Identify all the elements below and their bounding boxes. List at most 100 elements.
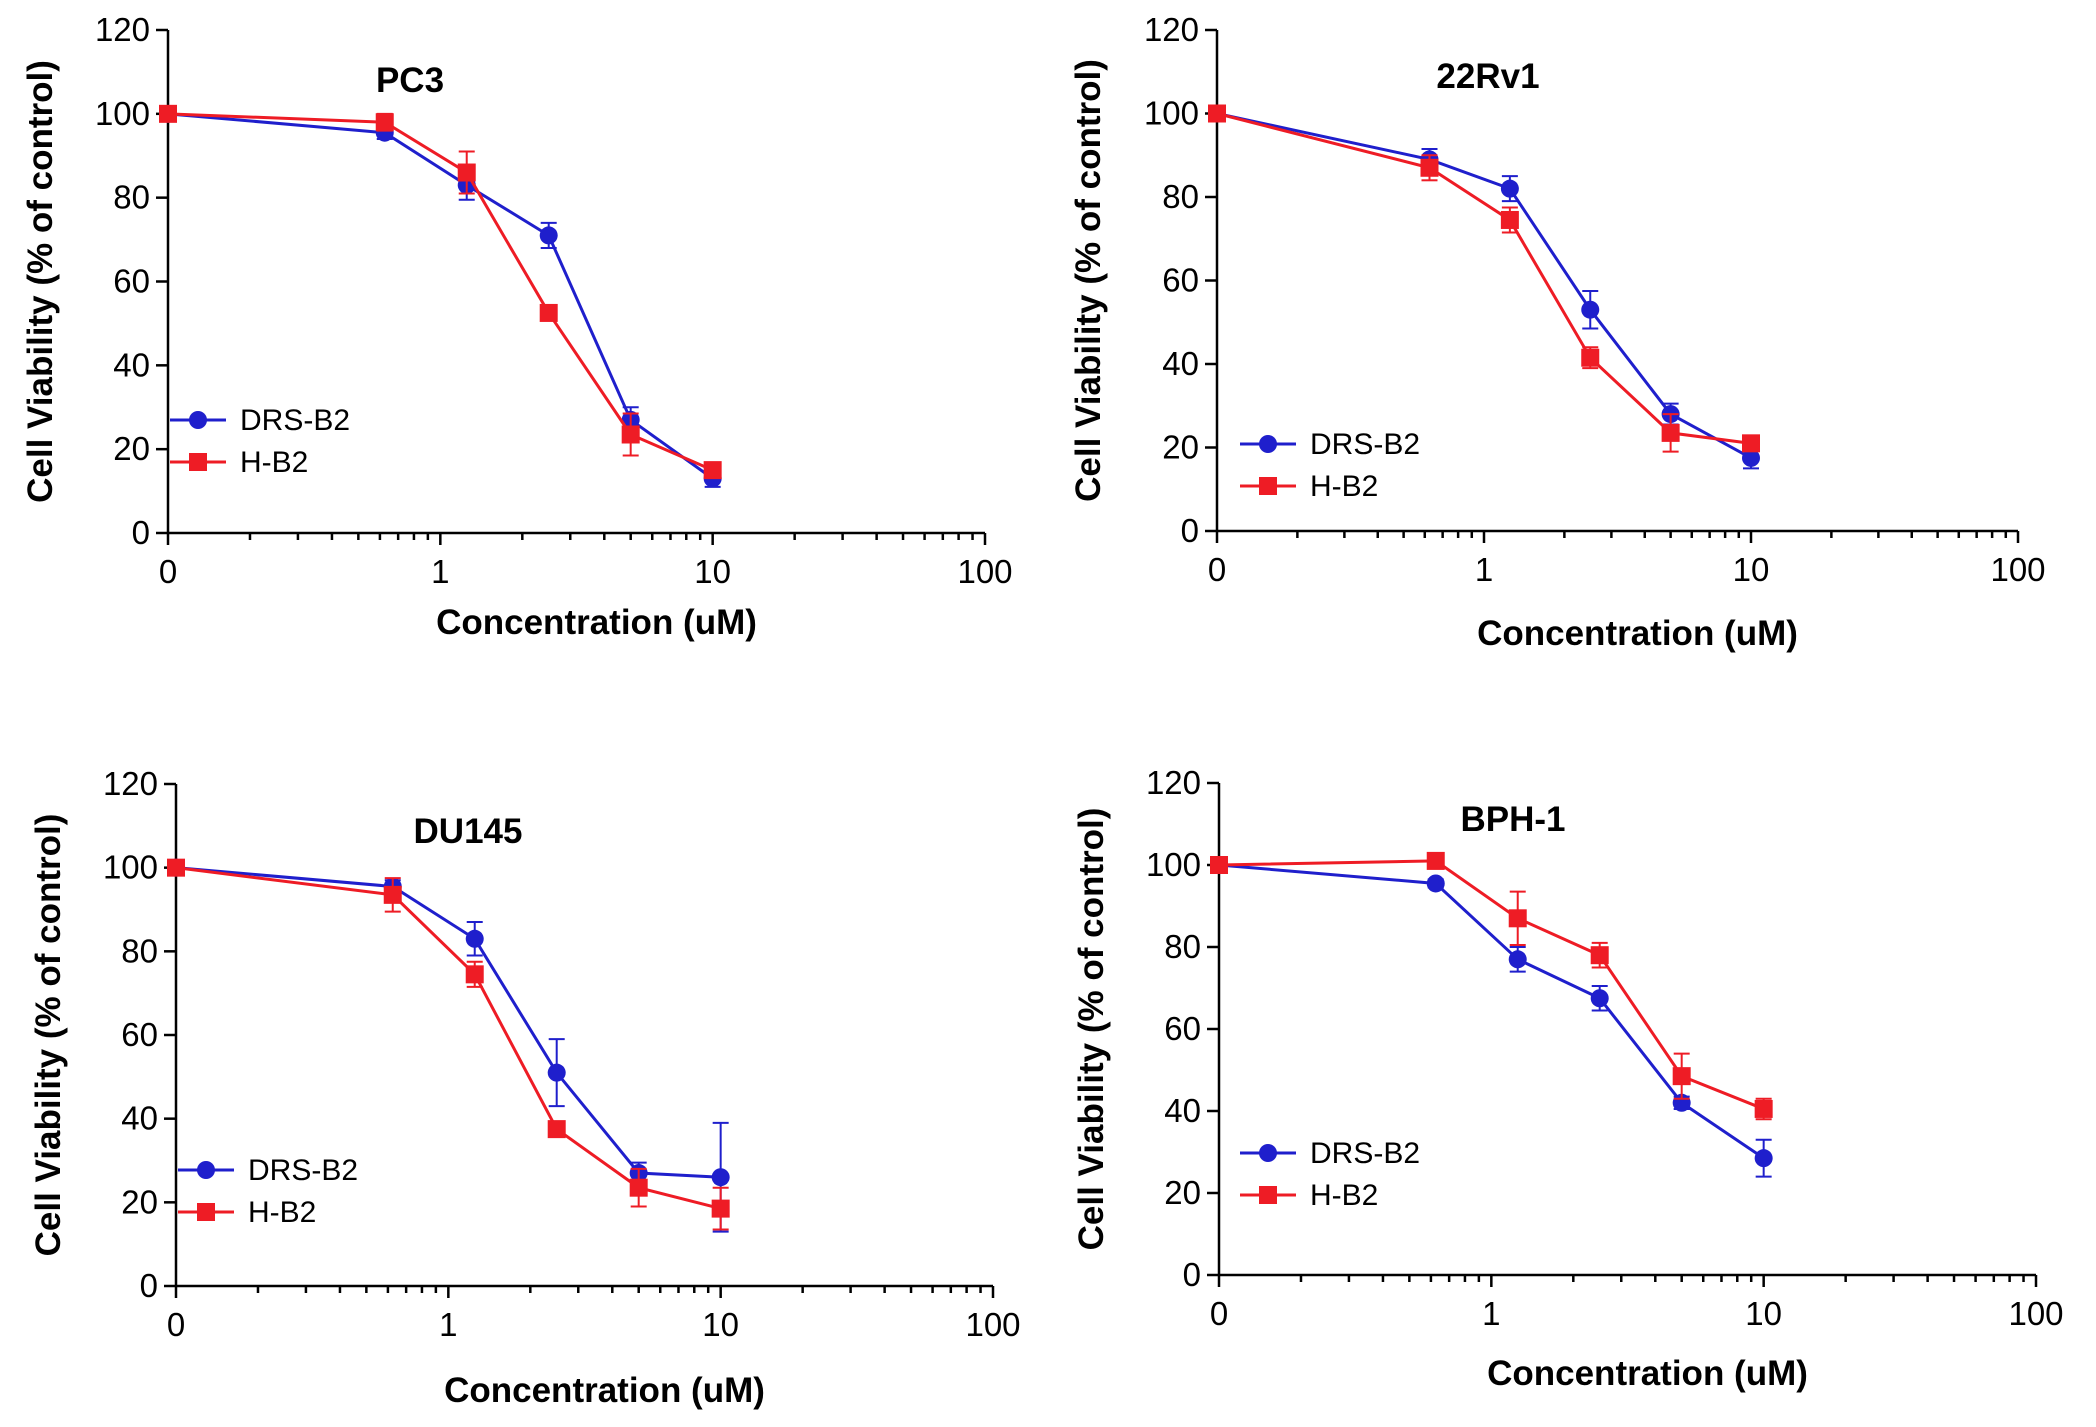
data-point bbox=[1500, 179, 1519, 198]
data-point bbox=[1590, 989, 1609, 1008]
legend-label: DRS-B2 bbox=[248, 1154, 358, 1187]
y-tick-label: 100 bbox=[1144, 95, 1199, 132]
data-point bbox=[703, 461, 722, 480]
legend-marker bbox=[1259, 435, 1277, 453]
y-tick-label: 0 bbox=[140, 1267, 158, 1304]
y-axis-label: Cell Viability (% of control) bbox=[21, 60, 60, 503]
data-point bbox=[539, 226, 558, 245]
chart-panel-pc3: 0 20 40 60 80 100 120 0 1 10 100 PC3 Concentration (… bbox=[21, 11, 1013, 642]
y-tick-label: 40 bbox=[1164, 1092, 1201, 1129]
y-tick-label: 100 bbox=[1146, 846, 1201, 883]
y-tick-label: 60 bbox=[1164, 1010, 1201, 1047]
series-line bbox=[175, 866, 721, 1179]
y-axis-label: Cell Viability (% of control) bbox=[1072, 808, 1111, 1251]
legend: DRS-B2 H-B2 bbox=[1240, 428, 1420, 503]
y-tick-label: 40 bbox=[121, 1100, 158, 1137]
chart-panel-du145: 0 20 40 60 80 100 120 0 1 10 100 DU145 Concentration… bbox=[29, 765, 1021, 1410]
x-tick-label: 10 bbox=[1745, 1295, 1782, 1332]
data-point bbox=[1754, 1149, 1773, 1168]
legend-label: H-B2 bbox=[240, 446, 308, 479]
y-tick-label: 120 bbox=[1144, 11, 1199, 48]
x-tick-label: 0 bbox=[167, 1306, 185, 1343]
series-line bbox=[167, 112, 714, 480]
data-point bbox=[1500, 210, 1519, 229]
data-point bbox=[159, 104, 177, 123]
data-point bbox=[1581, 300, 1600, 319]
x-tick-label: 1 bbox=[1475, 551, 1493, 588]
series-h-b2 bbox=[159, 104, 722, 480]
data-point bbox=[457, 163, 476, 182]
data-point bbox=[1426, 874, 1445, 893]
data-point bbox=[1754, 1099, 1773, 1118]
legend-label: DRS-B2 bbox=[1310, 1137, 1420, 1170]
legend: DRS-B2 H-B2 bbox=[178, 1154, 358, 1229]
y-tick-label: 100 bbox=[103, 849, 158, 886]
y-tick-label: 80 bbox=[113, 179, 150, 216]
series-line bbox=[175, 866, 722, 1211]
data-point bbox=[1426, 851, 1445, 870]
chart-panel-22rv1: 0 20 40 60 80 100 120 0 1 10 100 22Rv1 Concentration… bbox=[1069, 11, 2046, 653]
data-point bbox=[375, 113, 394, 132]
data-point bbox=[711, 1168, 730, 1187]
x-tick-label: 10 bbox=[1733, 551, 1770, 588]
chart-title: DU145 bbox=[414, 812, 523, 851]
data-point bbox=[383, 885, 402, 904]
x-axis-label: Concentration (uM) bbox=[444, 1371, 765, 1410]
legend-marker bbox=[197, 1161, 215, 1179]
legend-label: H-B2 bbox=[1310, 1179, 1378, 1212]
series-h-b2 bbox=[1208, 104, 1760, 453]
x-tick-label: 100 bbox=[965, 1306, 1020, 1343]
y-tick-label: 0 bbox=[1181, 512, 1199, 549]
y-tick-label: 80 bbox=[1164, 928, 1201, 965]
x-axis-label: Concentration (uM) bbox=[1477, 614, 1798, 653]
y-tick-label: 20 bbox=[1162, 429, 1199, 466]
data-point bbox=[1508, 909, 1527, 928]
legend-label: DRS-B2 bbox=[1310, 428, 1420, 461]
x-tick-label: 1 bbox=[431, 553, 449, 590]
chart-title: PC3 bbox=[376, 61, 444, 100]
x-tick-label: 0 bbox=[1208, 551, 1226, 588]
series-line bbox=[1218, 859, 1765, 1111]
y-tick-label: 60 bbox=[113, 263, 150, 300]
data-point bbox=[167, 858, 185, 877]
series-line bbox=[1216, 112, 1752, 460]
data-point bbox=[1672, 1067, 1691, 1086]
y-tick-label: 0 bbox=[132, 514, 150, 551]
y-tick-label: 40 bbox=[113, 346, 150, 383]
series-line bbox=[1216, 112, 1752, 445]
legend: DRS-B2 H-B2 bbox=[170, 404, 350, 479]
series-h-b2 bbox=[1210, 851, 1773, 1121]
data-point bbox=[621, 425, 640, 444]
data-point bbox=[465, 965, 484, 984]
data-point bbox=[547, 1063, 566, 1082]
x-tick-label: 10 bbox=[694, 553, 731, 590]
series-line bbox=[1218, 863, 1765, 1160]
legend-marker bbox=[1259, 477, 1277, 495]
y-tick-label: 120 bbox=[1146, 764, 1201, 801]
data-point bbox=[1661, 423, 1680, 442]
data-point bbox=[547, 1120, 566, 1139]
x-tick-label: 100 bbox=[1990, 551, 2045, 588]
x-tick-label: 10 bbox=[702, 1306, 739, 1343]
data-point bbox=[1742, 448, 1760, 467]
x-tick-label: 1 bbox=[1482, 1295, 1500, 1332]
y-tick-label: 20 bbox=[121, 1183, 158, 1220]
series-line bbox=[167, 112, 714, 472]
legend-marker bbox=[189, 453, 207, 471]
data-point bbox=[1590, 946, 1609, 965]
series-drs-b2 bbox=[1210, 856, 1773, 1178]
legend-label: H-B2 bbox=[1310, 470, 1378, 503]
y-tick-label: 40 bbox=[1162, 345, 1199, 382]
y-axis-label: Cell Viability (% of control) bbox=[29, 814, 68, 1257]
x-tick-label: 100 bbox=[957, 553, 1012, 590]
chart-title: BPH-1 bbox=[1460, 800, 1565, 839]
y-tick-label: 60 bbox=[1162, 262, 1199, 299]
y-tick-label: 80 bbox=[1162, 178, 1199, 215]
legend: DRS-B2 H-B2 bbox=[1240, 1137, 1420, 1212]
x-tick-label: 0 bbox=[1210, 1295, 1228, 1332]
data-point bbox=[629, 1178, 648, 1197]
data-point bbox=[539, 303, 558, 322]
y-tick-label: 80 bbox=[121, 932, 158, 969]
x-axis-label: Concentration (uM) bbox=[436, 603, 757, 642]
